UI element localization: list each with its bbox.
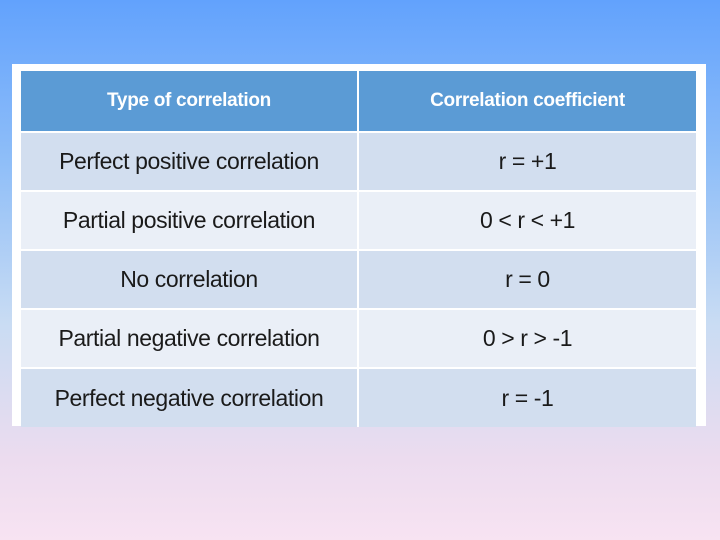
cell-coefficient: r = -1 — [358, 367, 696, 427]
cell-correlation-type: Perfect positive correlation — [21, 131, 359, 191]
cell-correlation-type: Partial positive correlation — [21, 190, 359, 250]
table-row: Perfect positive correlation r = +1 — [21, 131, 696, 191]
table-row: Partial negative correlation 0 > r > -1 — [21, 308, 696, 368]
cell-correlation-type: Perfect negative correlation — [21, 367, 359, 427]
correlation-table-frame: Type of correlation Correlation coeffici… — [12, 64, 706, 427]
cell-coefficient: r = 0 — [358, 249, 696, 309]
cell-coefficient: 0 < r < +1 — [358, 190, 696, 250]
header-correlation-coefficient: Correlation coefficient — [358, 71, 696, 132]
header-type-of-correlation: Type of correlation — [21, 71, 359, 132]
cell-coefficient: 0 > r > -1 — [358, 308, 696, 368]
table-row: No correlation r = 0 — [21, 249, 696, 309]
correlation-table: Type of correlation Correlation coeffici… — [21, 71, 696, 427]
cell-coefficient: r = +1 — [358, 131, 696, 191]
cell-correlation-type: Partial negative correlation — [21, 308, 359, 368]
table-row: Perfect negative correlation r = -1 — [21, 367, 696, 427]
cell-correlation-type: No correlation — [21, 249, 359, 309]
table-row: Partial positive correlation 0 < r < +1 — [21, 190, 696, 250]
table-header-row: Type of correlation Correlation coeffici… — [21, 71, 696, 132]
